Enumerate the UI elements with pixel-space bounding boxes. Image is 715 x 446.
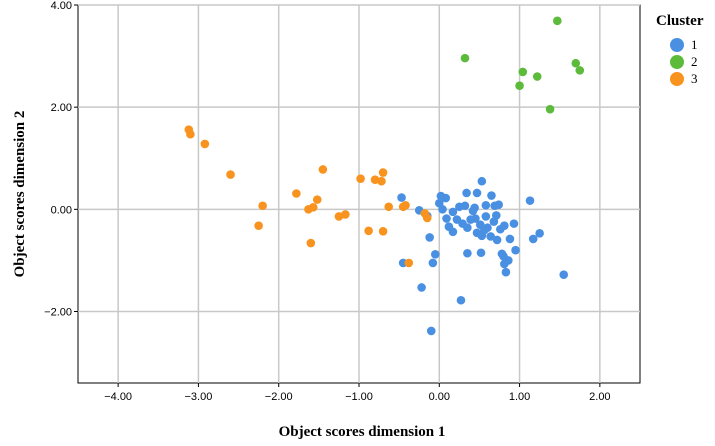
data-point-cluster-3 [364,226,373,236]
x-tick-label: −2.00 [265,391,293,403]
data-point-cluster-2 [460,53,470,63]
data-point-cluster-1 [470,203,479,213]
data-point-cluster-3 [226,170,235,179]
data-point-cluster-3 [370,175,380,184]
data-point-cluster-1 [528,234,538,244]
data-point-cluster-3 [378,226,388,236]
data-point-cluster-3 [292,189,301,198]
x-tick-label: −4.00 [104,391,132,403]
data-point-cluster-1 [481,212,491,221]
data-point-cluster-1 [535,229,544,238]
data-point-cluster-1 [441,193,451,203]
data-point-cluster-1 [448,227,458,237]
data-point-cluster-1 [462,188,471,198]
legend: Cluster 1 2 3 [656,13,704,86]
grid-lines [78,4,640,383]
data-point-cluster-3 [306,238,316,248]
axis-ticks: −4.00 −3.00 −2.00 −1.00 0.00 1.00 2.00 −2.00 0.0… [44,0,610,403]
data-point-cluster-1 [494,200,503,210]
y-tick-label: −2.00 [44,306,72,318]
data-point-cluster-1 [476,248,486,258]
data-point-cluster-1 [430,249,440,259]
data-point-cluster-3 [384,202,394,212]
data-point-cluster-3 [378,168,388,177]
x-tick-label: −1.00 [345,391,373,403]
data-point-cluster-3 [341,210,350,219]
data-point-cluster-1 [463,248,472,258]
data-point-cluster-2 [515,81,524,91]
data-point-cluster-3 [258,201,267,211]
data-point-cluster-3 [186,129,195,139]
data-point-cluster-1 [504,256,513,265]
data-point-cluster-1 [460,201,470,211]
y-tick-label: 0.00 [51,204,72,216]
data-point-cluster-1 [559,270,569,280]
data-point-cluster-3 [312,195,322,204]
legend-label-3: 3 [691,71,698,86]
data-point-cluster-1 [448,207,458,217]
x-tick-label: 2.00 [589,391,610,403]
data-point-cluster-1 [426,326,436,336]
data-point-cluster-1 [471,214,480,223]
data-point-cluster-3 [422,213,432,223]
data-point-cluster-2 [553,16,562,26]
x-axis-title: Object scores dimension 1 [279,424,446,440]
x-tick-label: 1.00 [509,391,530,403]
legend-title: Cluster [656,13,704,29]
legend-marker-2 [670,55,684,69]
legend-marker-1 [670,38,684,52]
data-point-cluster-1 [428,258,438,268]
data-point-cluster-1 [491,211,501,220]
data-point-cluster-1 [509,219,519,228]
data-point-cluster-2 [571,58,581,68]
data-point-cluster-1 [397,193,406,202]
data-point-cluster-1 [483,223,492,233]
data-points [184,16,585,336]
data-point-cluster-1 [492,235,502,245]
data-point-cluster-3 [200,139,210,149]
data-point-cluster-1 [456,295,466,305]
data-point-cluster-1 [472,188,482,198]
data-point-cluster-1 [487,191,496,200]
data-point-cluster-2 [518,67,528,77]
data-point-cluster-1 [525,196,535,205]
data-point-cluster-1 [481,200,491,210]
data-point-cluster-3 [356,174,365,183]
data-point-cluster-1 [486,232,495,241]
data-point-cluster-1 [511,245,520,255]
data-point-cluster-3 [401,200,410,210]
data-point-cluster-3 [318,165,328,174]
legend-label-1: 1 [691,37,698,52]
data-point-cluster-1 [425,233,434,242]
data-point-cluster-1 [417,283,426,292]
y-tick-label: 4.00 [51,0,72,12]
data-point-cluster-1 [500,221,509,230]
x-tick-label: −3.00 [185,391,213,403]
data-point-cluster-2 [545,104,555,114]
y-tick-label: 2.00 [51,102,72,114]
legend-item-cluster-1: 1 [670,37,698,52]
x-tick-label: 0.00 [429,391,450,403]
data-point-cluster-2 [532,72,542,81]
data-point-cluster-3 [254,221,263,230]
data-point-cluster-3 [377,176,386,186]
data-point-cluster-3 [308,202,318,212]
data-point-cluster-1 [505,234,515,244]
data-point-cluster-1 [477,176,487,186]
y-axis-title: Object scores dimension 2 [12,111,28,278]
data-point-cluster-1 [463,223,472,233]
data-point-cluster-2 [575,66,585,75]
data-point-cluster-1 [438,205,447,214]
data-point-cluster-3 [404,258,414,268]
legend-item-cluster-2: 2 [670,54,698,69]
legend-label-2: 2 [691,54,698,69]
legend-marker-3 [670,72,684,86]
legend-item-cluster-3: 3 [670,71,698,86]
data-point-cluster-1 [442,214,451,223]
data-point-cluster-1 [501,267,511,277]
